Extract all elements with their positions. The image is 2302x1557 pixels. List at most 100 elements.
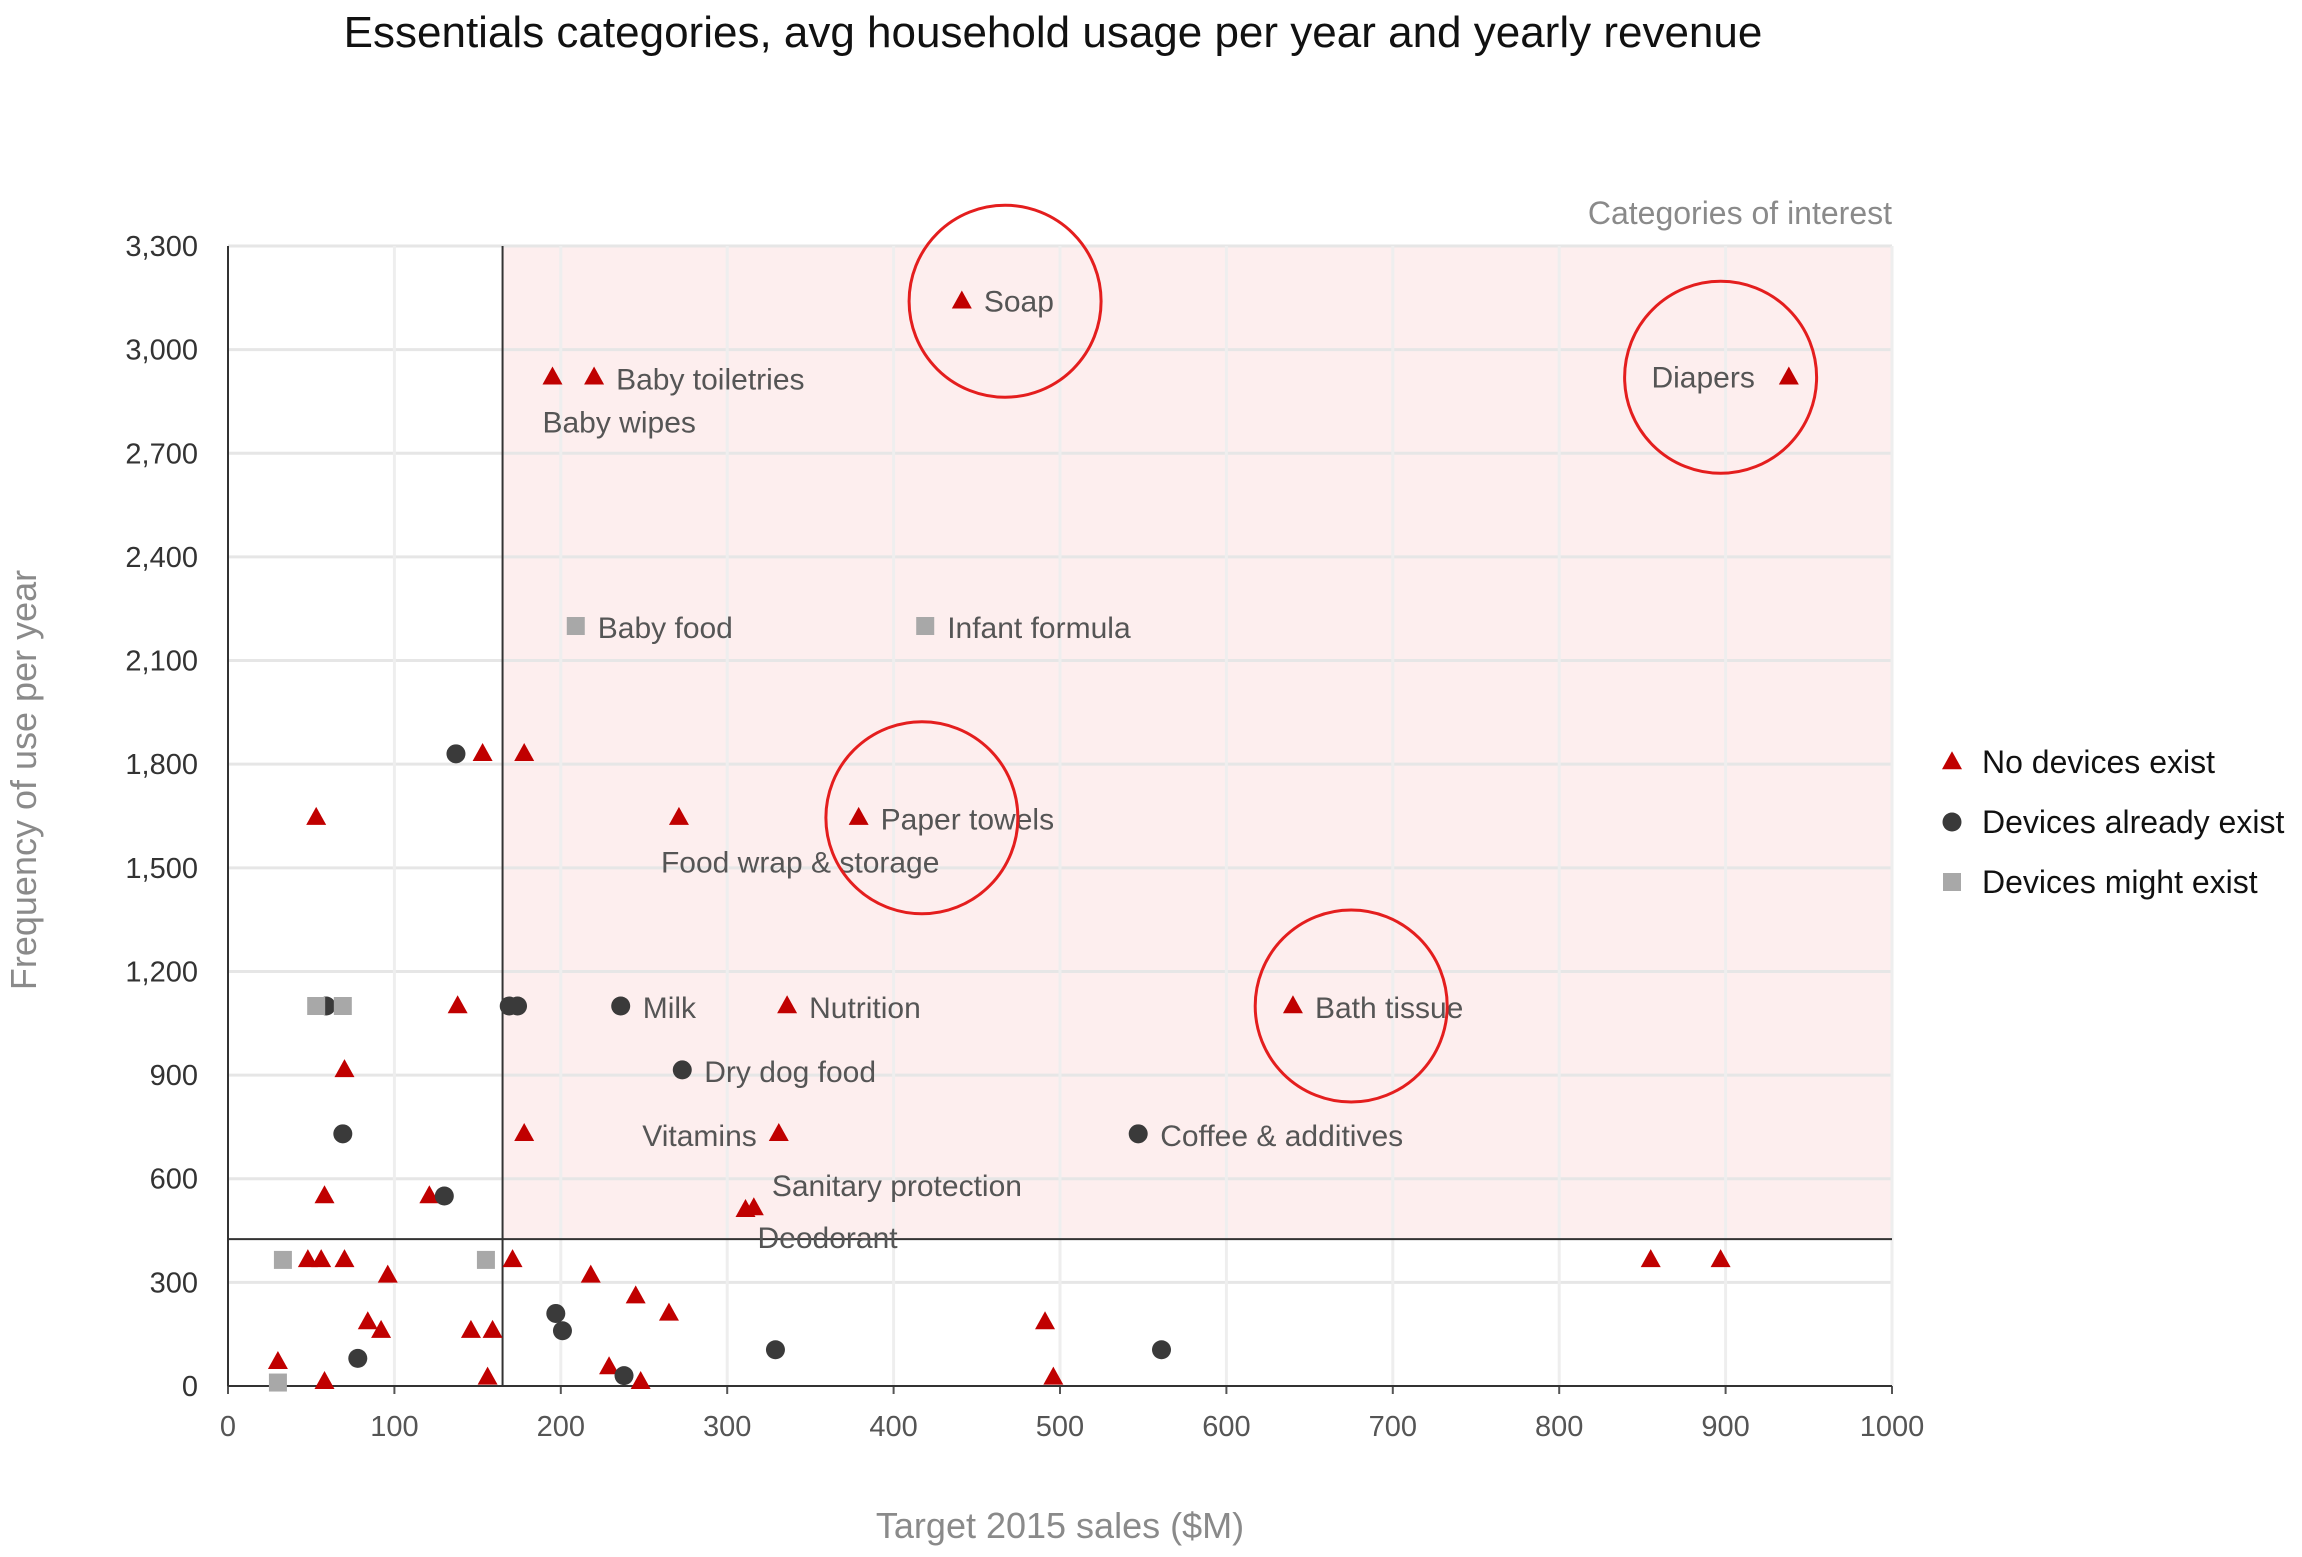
point-label: Baby food	[598, 612, 733, 645]
data-point	[1778, 366, 1799, 385]
highlight-circle	[1623, 279, 1819, 475]
highlight-circles	[824, 203, 1819, 1104]
highlight-circle	[907, 203, 1103, 399]
point-label: Diapers	[1651, 361, 1754, 394]
data-point	[333, 997, 352, 1015]
data-point	[777, 995, 798, 1014]
point-label: Dry dog food	[704, 1056, 876, 1089]
axes	[227, 246, 1893, 1394]
point-label: Deodorant	[758, 1222, 899, 1255]
x-tick-label: 1000	[1860, 1411, 1925, 1443]
highlight-circle	[1253, 908, 1449, 1104]
data-point	[765, 1340, 785, 1360]
data-point	[314, 1371, 335, 1390]
legend: No devices exist Devices already exist Dev…	[1942, 744, 2284, 900]
data-point	[297, 1249, 318, 1268]
data-points	[267, 290, 1799, 1392]
point-labels: Soap Diapers Baby wipes Baby toiletries Food…	[542, 285, 1754, 1255]
x-tick-label: 700	[1369, 1411, 1417, 1443]
legend-label: No devices exist	[1982, 744, 2215, 780]
legend-label: Devices might exist	[1982, 864, 2258, 900]
data-point	[371, 1319, 392, 1338]
data-point	[508, 996, 528, 1016]
point-label: Food wrap & storage	[661, 847, 939, 880]
data-point	[630, 1371, 651, 1390]
y-tick-label: 300	[150, 1267, 198, 1299]
y-tick-label: 600	[150, 1164, 198, 1196]
data-point	[482, 1319, 503, 1338]
data-point	[599, 1356, 620, 1375]
data-point	[743, 1197, 764, 1216]
legend-marker	[1942, 812, 1962, 832]
data-point	[658, 1302, 679, 1321]
data-point	[334, 1059, 355, 1078]
data-point	[307, 997, 326, 1015]
data-point	[267, 1351, 288, 1370]
data-point	[566, 617, 585, 635]
data-point	[311, 1249, 332, 1268]
region-label: Categories of interest	[1588, 195, 1892, 231]
y-tick-label: 3,000	[125, 335, 198, 367]
y-tick-label: 2,700	[125, 438, 198, 470]
data-point	[611, 996, 631, 1016]
data-point	[951, 290, 972, 309]
data-point	[584, 366, 605, 385]
legend-marker	[1943, 873, 1961, 891]
data-point	[460, 1319, 481, 1338]
legend-marker	[1942, 751, 1962, 770]
data-point	[446, 744, 466, 764]
data-point	[334, 1249, 355, 1268]
y-tick-label: 2,100	[125, 646, 198, 678]
y-tick-label: 2,400	[125, 542, 198, 574]
data-point	[434, 1186, 454, 1206]
y-tick-label: 0	[182, 1371, 198, 1403]
grid	[228, 244, 1894, 1386]
x-tick-label: 600	[1202, 1411, 1250, 1443]
y-tick-label: 900	[150, 1060, 198, 1092]
chart-title: Essentials categories, avg household usa…	[344, 8, 1763, 57]
y-axis-ticks: 0 300 600 900 1,200 1,500 1,800 2,100 2,400 2,700…	[125, 231, 198, 1403]
y-tick-label: 1,800	[125, 749, 198, 781]
point-label: Baby toiletries	[616, 363, 804, 396]
legend-label: Devices already exist	[1982, 804, 2284, 840]
point-label: Paper towels	[881, 804, 1054, 837]
data-point	[514, 743, 535, 762]
y-tick-label: 1,200	[125, 956, 198, 988]
data-point	[916, 617, 935, 635]
x-tick-label: 400	[869, 1411, 917, 1443]
data-point	[672, 1060, 692, 1080]
data-point	[848, 806, 869, 825]
data-point	[333, 1124, 353, 1144]
data-point	[377, 1264, 398, 1283]
y-tick-label: 3,300	[125, 231, 198, 263]
point-label: Nutrition	[809, 992, 921, 1025]
highlight-circle	[824, 720, 1020, 916]
data-point	[419, 1185, 440, 1204]
data-point	[502, 1249, 523, 1268]
data-point	[614, 1366, 634, 1386]
point-label: Milk	[643, 992, 697, 1025]
data-point	[542, 366, 563, 385]
x-tick-label: 100	[370, 1411, 418, 1443]
data-point	[668, 806, 689, 825]
x-axis-label: Target 2015 sales ($M)	[876, 1505, 1244, 1546]
data-point	[447, 995, 468, 1014]
data-point	[1128, 1124, 1148, 1144]
data-point	[1282, 995, 1303, 1014]
x-tick-label: 300	[703, 1411, 751, 1443]
data-point	[1043, 1366, 1064, 1385]
data-point	[477, 1366, 498, 1385]
y-axis-label: Frequency of use per year	[3, 570, 44, 990]
data-point	[514, 1123, 535, 1142]
data-point	[357, 1311, 378, 1330]
data-point	[314, 1185, 335, 1204]
y-tick-label: 1,500	[125, 853, 198, 885]
x-tick-label: 500	[1036, 1411, 1084, 1443]
point-label: Infant formula	[947, 612, 1131, 645]
data-point	[1152, 1340, 1172, 1360]
data-point	[1640, 1249, 1661, 1268]
data-point	[546, 1303, 566, 1323]
x-tick-label: 900	[1701, 1411, 1749, 1443]
data-point	[1035, 1311, 1056, 1330]
